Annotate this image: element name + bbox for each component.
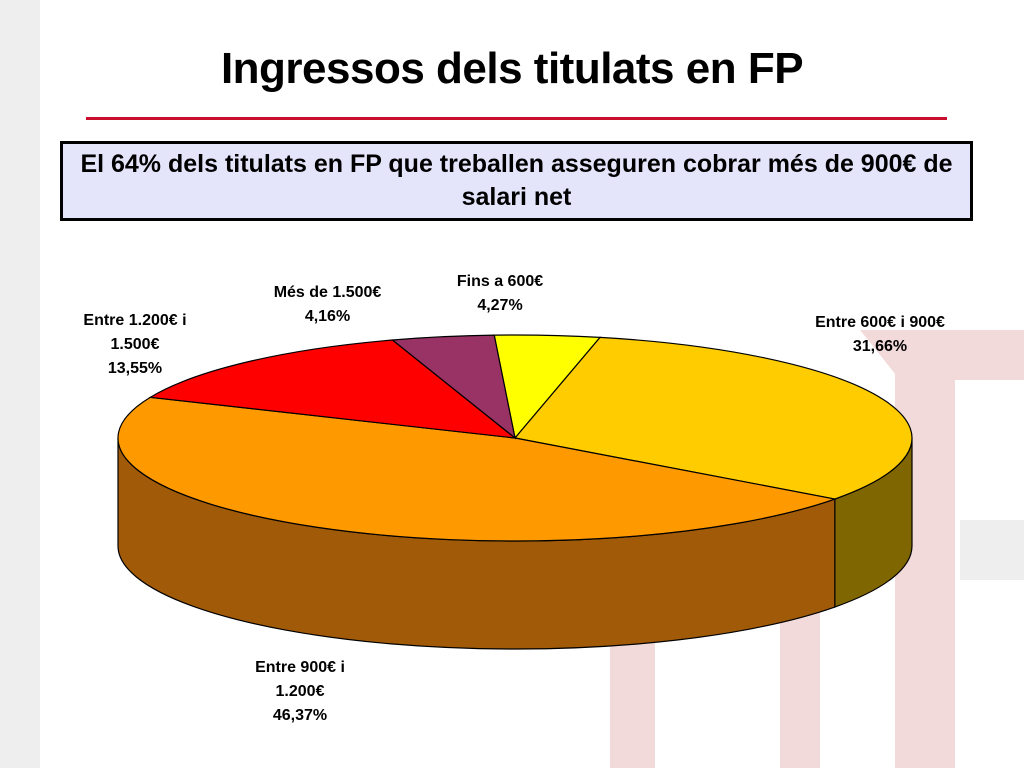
slice-label-1200-1500-name-2: 1.500€: [110, 336, 160, 353]
callout-text: El 64% dels titulats en FP que treballen…: [80, 150, 953, 211]
slice-label-mes-1500-value: 4,16%: [304, 308, 351, 325]
slice-label-fins-600-value: 4,27%: [477, 297, 523, 314]
callout-box: El 64% dels titulats en FP que treballen…: [60, 141, 973, 221]
slice-label-900-1200-name-2: 1.200€: [275, 683, 325, 700]
slice-label-900-1200: Entre 900€ i 1.200€ 46,37%: [215, 656, 385, 728]
pie-side-walls: [117, 437, 913, 650]
pie-slice-entre-900-i-1-200: [117, 396, 838, 542]
pie-top-faces: [117, 334, 913, 542]
title-divider: [86, 117, 947, 120]
slice-label-mes-1500-name: Més de 1.500€: [273, 284, 382, 301]
decor-left-strip: [0, 0, 40, 768]
slice-label-900-1200-name: Entre 900€ i: [255, 659, 345, 676]
slice-label-1200-1500: Entre 1.200€ i 1.500€ 13,55%: [55, 309, 215, 381]
slide-title: Ingressos dels titulats en FP: [220, 44, 804, 93]
slice-label-600-900: Entre 600€ i 900€ 31,66%: [780, 311, 980, 359]
slice-label-900-1200-value: 46,37%: [272, 707, 328, 724]
decor-shape-1: [860, 330, 1024, 380]
slice-label-600-900-name: Entre 600€ i 900€: [815, 314, 945, 331]
pie-slice-m-s-de-1-500: [390, 334, 516, 440]
slice-label-600-900-value: 31,66%: [852, 338, 908, 355]
slice-label-fins-600-name: Fins a 600€: [456, 273, 544, 290]
pie-slice-entre-1-200-i-1-500: [148, 339, 517, 439]
slice-label-1200-1500-name: Entre 1.200€ i: [83, 312, 187, 329]
decor-right-block: [960, 520, 1024, 580]
pie-slice-entre-600-i-900: [513, 336, 913, 500]
decor-bar-3: [780, 600, 820, 768]
slice-label-1200-1500-value: 13,55%: [107, 360, 163, 377]
slice-label-fins-600: Fins a 600€ 4,27%: [420, 270, 580, 318]
slice-label-mes-1500: Més de 1.500€ 4,16%: [245, 281, 410, 329]
